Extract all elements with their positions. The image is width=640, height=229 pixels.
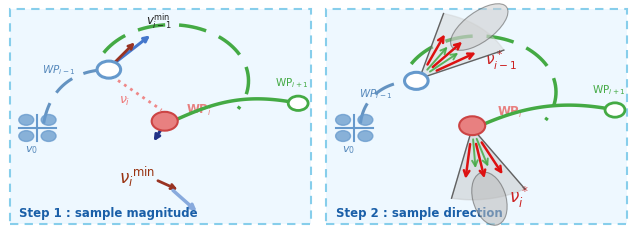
FancyBboxPatch shape (326, 9, 627, 224)
Text: $\nu_i^*$: $\nu_i^*$ (509, 185, 529, 210)
Text: $\boldsymbol{\nu_i}^{\rm min}$: $\boldsymbol{\nu_i}^{\rm min}$ (118, 165, 155, 189)
Circle shape (404, 72, 428, 89)
Text: WP$_{i+1}$: WP$_{i+1}$ (275, 76, 308, 90)
Ellipse shape (451, 4, 508, 50)
Circle shape (19, 131, 34, 142)
Circle shape (41, 114, 56, 125)
Text: $\nu_i$: $\nu_i$ (118, 95, 130, 108)
Text: WP$_i$: WP$_i$ (186, 102, 212, 117)
Circle shape (358, 114, 373, 125)
Text: $v_{i-1}^{\rm min}$: $v_{i-1}^{\rm min}$ (146, 12, 172, 31)
Circle shape (19, 114, 34, 125)
Circle shape (335, 131, 351, 142)
Circle shape (41, 131, 56, 142)
Circle shape (152, 112, 178, 131)
Circle shape (97, 61, 120, 78)
Text: $\nu_{i-1}^*$: $\nu_{i-1}^*$ (484, 49, 517, 72)
FancyBboxPatch shape (10, 9, 310, 224)
Text: $v_0$: $v_0$ (25, 144, 38, 156)
Text: $v_0$: $v_0$ (342, 144, 355, 156)
Circle shape (358, 131, 373, 142)
Text: WP$_{i-1}$: WP$_{i-1}$ (359, 87, 393, 101)
Circle shape (335, 114, 351, 125)
Circle shape (459, 116, 485, 135)
Polygon shape (452, 128, 525, 200)
Ellipse shape (472, 172, 507, 225)
Polygon shape (419, 14, 504, 79)
Text: Step 1 : sample magnitude: Step 1 : sample magnitude (19, 207, 198, 220)
Text: Step 2 : sample direction: Step 2 : sample direction (335, 207, 502, 220)
Circle shape (605, 103, 625, 117)
Text: WP$_i$: WP$_i$ (497, 105, 523, 120)
Circle shape (288, 96, 308, 110)
Text: WP$_{i+1}$: WP$_{i+1}$ (592, 83, 625, 97)
Text: WP$_{i-1}$: WP$_{i-1}$ (42, 63, 76, 76)
